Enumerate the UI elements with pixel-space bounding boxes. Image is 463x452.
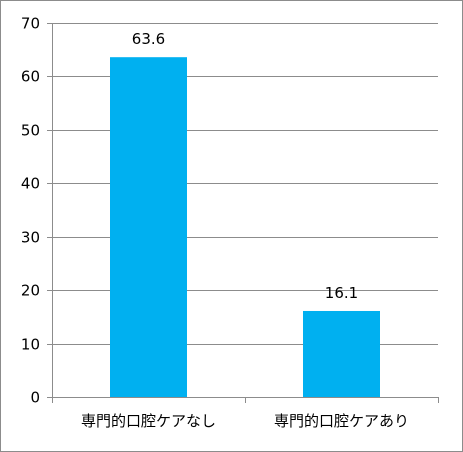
y-tick-label: 10: [21, 336, 40, 354]
x-category-label: 専門的口腔ケアなし: [81, 412, 216, 430]
y-tick-label: 70: [21, 15, 40, 33]
bar: [303, 310, 380, 397]
y-tick-label: 30: [21, 229, 40, 247]
data-label: 16.1: [325, 284, 358, 302]
bar: [110, 57, 187, 398]
bars: [110, 57, 380, 398]
gridlines: [52, 23, 438, 345]
y-tick-label: 50: [21, 122, 40, 140]
x-category-label: 専門的口腔ケアあり: [274, 412, 409, 430]
y-tick-label: 20: [21, 282, 40, 300]
y-tick-label: 0: [30, 389, 40, 407]
y-tick-label: 60: [21, 68, 40, 86]
axes: [47, 23, 439, 403]
y-tick-label: 40: [21, 175, 40, 193]
labels: 0 10 20 30 40 50 60 70 63.6 専門的口腔ケアなし 16.1 専門的口腔ケアあ…: [21, 15, 409, 431]
data-label: 63.6: [132, 30, 165, 48]
